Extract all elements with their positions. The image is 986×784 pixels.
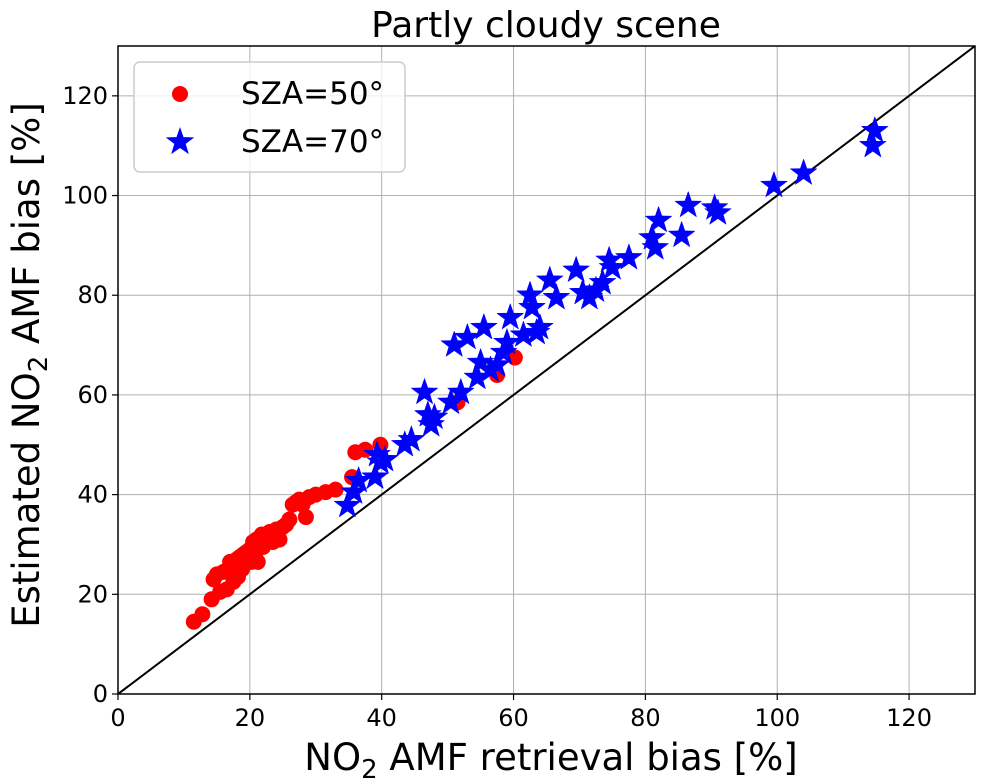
data-point-star — [525, 312, 554, 340]
data-point-star — [517, 292, 547, 320]
y-axis-ticks: 0 20 40 60 80 100 120 — [62, 82, 118, 708]
legend-marker-star — [165, 127, 195, 155]
data-point-star — [410, 377, 439, 405]
y-tick-label: 40 — [77, 481, 108, 509]
x-tick-label: 20 — [235, 704, 266, 732]
data-point-star — [703, 198, 732, 225]
x-tick-label: 120 — [886, 704, 932, 732]
data-point-circle — [249, 553, 266, 570]
data-point-star — [496, 302, 525, 330]
data-point-star — [674, 190, 703, 218]
x-tick-label: 80 — [630, 704, 661, 732]
data-point-star — [789, 158, 818, 186]
x-tick-label: 40 — [366, 704, 397, 732]
x-axis-label: NO2 AMF retrieval bias [%] — [304, 736, 797, 784]
legend-marker-circle — [172, 86, 188, 102]
data-point-circle — [271, 531, 288, 548]
data-point-star — [644, 205, 673, 233]
y-tick-label: 60 — [77, 381, 108, 409]
data-point-circle — [327, 481, 344, 498]
x-tick-label: 0 — [110, 704, 125, 732]
data-point-star — [641, 233, 670, 260]
data-point-star — [759, 170, 788, 198]
data-point-star — [420, 402, 449, 430]
legend: SZA=50° SZA=70° — [133, 61, 406, 173]
data-point-star — [667, 220, 696, 248]
data-point-circle — [194, 606, 211, 623]
data-point-star — [446, 377, 475, 405]
data-point-star — [588, 268, 617, 295]
data-point-star — [562, 255, 591, 283]
legend-label-sza50: SZA=50° — [241, 76, 384, 112]
data-point-star — [860, 115, 889, 143]
plot-frame — [117, 45, 976, 695]
y-axis-label: Estimated NO2 AMF bias [%] — [5, 102, 54, 628]
y-tick-label: 80 — [77, 281, 108, 309]
x-tick-label: 100 — [754, 704, 800, 732]
data-point-circle — [281, 511, 298, 528]
legend-box — [133, 61, 406, 173]
data-point-star — [614, 243, 643, 270]
y-tick-label: 120 — [62, 82, 108, 110]
data-point-star — [361, 462, 390, 490]
data-point-star — [492, 327, 521, 355]
data-point-star — [397, 425, 426, 452]
reference-line-group — [118, 46, 975, 694]
y-tick-label: 100 — [62, 182, 108, 210]
data-point-star — [370, 444, 400, 472]
x-axis-ticks: 0 20 40 60 80 100 120 — [110, 694, 932, 732]
data-point-star — [469, 312, 498, 340]
x-tick-label: 60 — [498, 704, 529, 732]
data-point-star — [542, 282, 571, 310]
grid — [117, 46, 975, 695]
y-tick-label: 20 — [77, 580, 108, 608]
identity-line — [118, 46, 975, 694]
y-tick-label: 0 — [93, 680, 108, 708]
chart-title: Partly cloudy scene — [371, 5, 721, 46]
data-point-star — [333, 490, 362, 518]
legend-label-sza70: SZA=70° — [241, 124, 384, 160]
data-points — [185, 115, 889, 630]
data-point-star — [535, 265, 564, 293]
data-point-circle — [297, 509, 314, 526]
